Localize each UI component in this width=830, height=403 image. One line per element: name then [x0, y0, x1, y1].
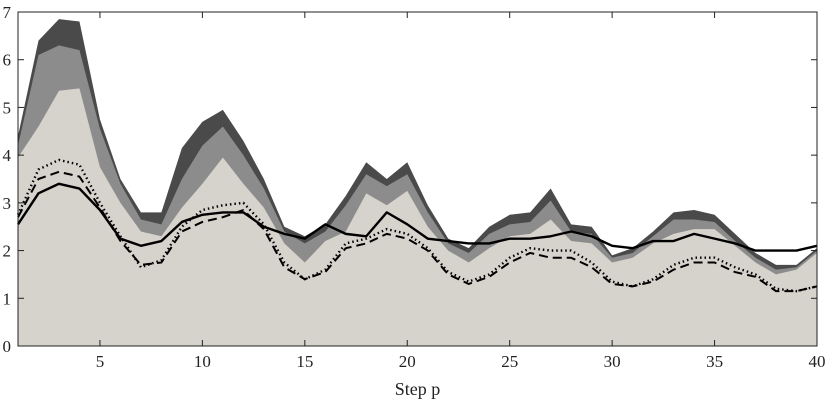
x-tick-label: 40	[809, 352, 826, 371]
x-tick-label: 15	[296, 352, 313, 371]
x-tick-label: 5	[96, 352, 105, 371]
series-line-solid	[16, 182, 818, 252]
series-line-dashed	[17, 170, 818, 293]
axis-ticks: 5 10 15 20 25 30 35 40 0 1 2 3 4 5 6 7	[3, 3, 826, 371]
x-tick-label: 10	[194, 352, 211, 371]
y-tick-label: 7	[3, 3, 12, 22]
plot-frame	[17, 11, 818, 347]
y-tick-label: 6	[3, 51, 12, 70]
y-tick-label: 1	[3, 289, 12, 308]
y-tick-label: 2	[3, 242, 12, 261]
x-tick-label: 35	[706, 352, 723, 371]
series-line-dotted	[16, 158, 818, 293]
x-axis-label: Step p	[395, 379, 441, 399]
y-tick-label: 3	[3, 194, 12, 213]
x-tick-label: 25	[501, 352, 518, 371]
x-tick-label: 20	[399, 352, 416, 371]
x-tick-label: 30	[604, 352, 621, 371]
y-tick-label: 4	[3, 146, 12, 165]
series-lines-layer	[16, 158, 818, 293]
area-band-3	[18, 88, 817, 346]
y-tick-label: 0	[3, 337, 12, 356]
y-tick-label: 5	[3, 98, 12, 117]
stacked-area-layer	[18, 19, 817, 347]
